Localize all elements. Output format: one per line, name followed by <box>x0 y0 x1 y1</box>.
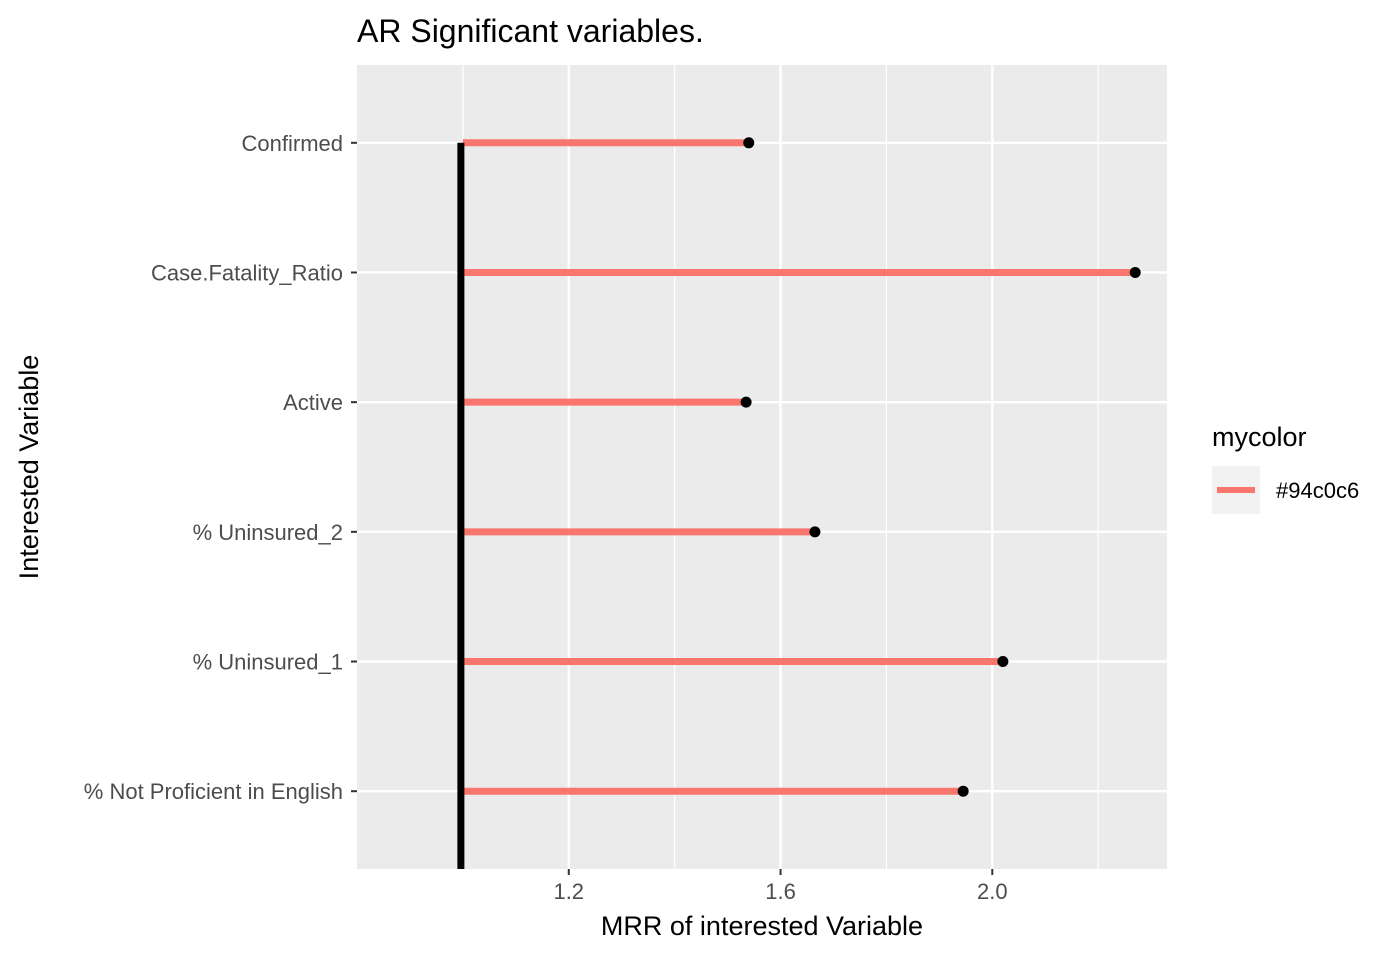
x-axis: 1.2 1.6 2.0 <box>553 869 1008 904</box>
y-tick-label: % Uninsured_1 <box>193 650 343 675</box>
x-tick-label: 1.6 <box>765 879 796 904</box>
legend-title: mycolor <box>1212 422 1307 452</box>
y-tick-label: % Not Proficient in English <box>84 779 343 804</box>
x-tick-label: 1.2 <box>553 879 584 904</box>
y-tick-label: Active <box>283 390 343 415</box>
legend-entry-label: #94c0c6 <box>1276 478 1359 503</box>
y-tick-label: Confirmed <box>242 131 343 156</box>
legend: mycolor #94c0c6 <box>1212 422 1359 514</box>
y-tick-label: Case.Fatality_Ratio <box>151 260 343 285</box>
lollipop-point <box>957 785 969 797</box>
lollipop-points <box>740 137 1141 797</box>
lollipop-point <box>740 396 752 408</box>
plot-panel <box>357 65 1167 869</box>
x-tick-label: 2.0 <box>977 879 1008 904</box>
y-axis: Confirmed Case.Fatality_Ratio Active % Unin… <box>84 131 357 804</box>
y-axis-label: Interested Variable <box>14 355 44 580</box>
lollipop-point <box>997 656 1009 668</box>
y-tick-label: % Uninsured_2 <box>193 520 343 545</box>
chart-title: AR Significant variables. <box>357 13 704 49</box>
lollipop-point <box>1129 266 1141 278</box>
lollipop-point <box>809 526 821 538</box>
lollipop-segments <box>462 139 1136 795</box>
x-axis-label: MRR of interested Variable <box>601 911 923 941</box>
lollipop-point <box>743 137 755 149</box>
